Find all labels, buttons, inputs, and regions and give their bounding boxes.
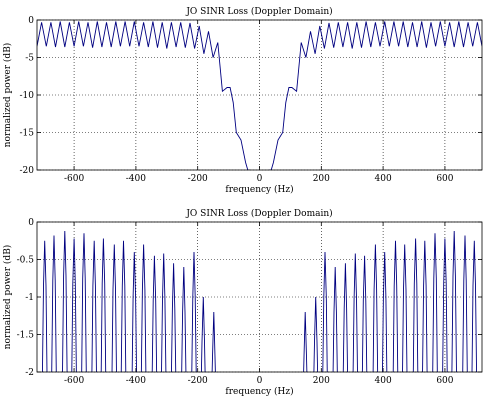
x-tick-label: 400 [375,376,392,386]
x-tick-label: -200 [188,376,208,386]
x-tick-label: -600 [64,174,84,184]
x-tick-label: 400 [375,174,392,184]
y-tick-label: -10 [20,91,35,101]
x-tick-label: 600 [436,376,453,386]
x-tick-label: -600 [64,376,84,386]
y-axis-label: normalized power (dB) [2,43,13,148]
x-axis-label: frequency (Hz) [225,386,293,397]
y-axis-label: normalized power (dB) [2,245,13,350]
chart-title: JO SINR Loss (Doppler Domain) [185,208,332,219]
x-tick-label: -400 [126,376,146,386]
y-tick-label: -1.5 [17,331,35,341]
x-tick-label: 0 [257,376,263,386]
top-axes: -600 -400 -200 0 200 400 600 0 -5 -10 -15 -20 JO SIN… [2,6,483,195]
chart-title: JO SINR Loss (Doppler Domain) [185,6,332,17]
y-tick-label: 0 [28,218,34,228]
data-series-line [41,230,478,372]
y-tick-label: -2 [25,368,34,378]
x-tick-label: -400 [126,174,146,184]
data-series-line [37,21,482,170]
x-tick-label: -200 [188,174,208,184]
y-tick-label: 0 [28,16,34,26]
x-tick-label: 600 [436,174,453,184]
bottom-axes: -600 -400 -200 0 200 400 600 0 -0.5 -1 -1.5 -2 JO SI… [2,208,483,397]
x-axis-label: frequency (Hz) [225,184,293,195]
y-tick-label: -20 [20,166,35,176]
x-tick-label: 0 [257,174,263,184]
y-tick-label: -15 [20,129,35,139]
y-tick-label: -5 [25,54,34,64]
y-tick-label: -1 [25,293,34,303]
x-tick-label: 200 [313,174,330,184]
x-tick-label: 200 [313,376,330,386]
y-tick-label: -0.5 [17,256,35,266]
